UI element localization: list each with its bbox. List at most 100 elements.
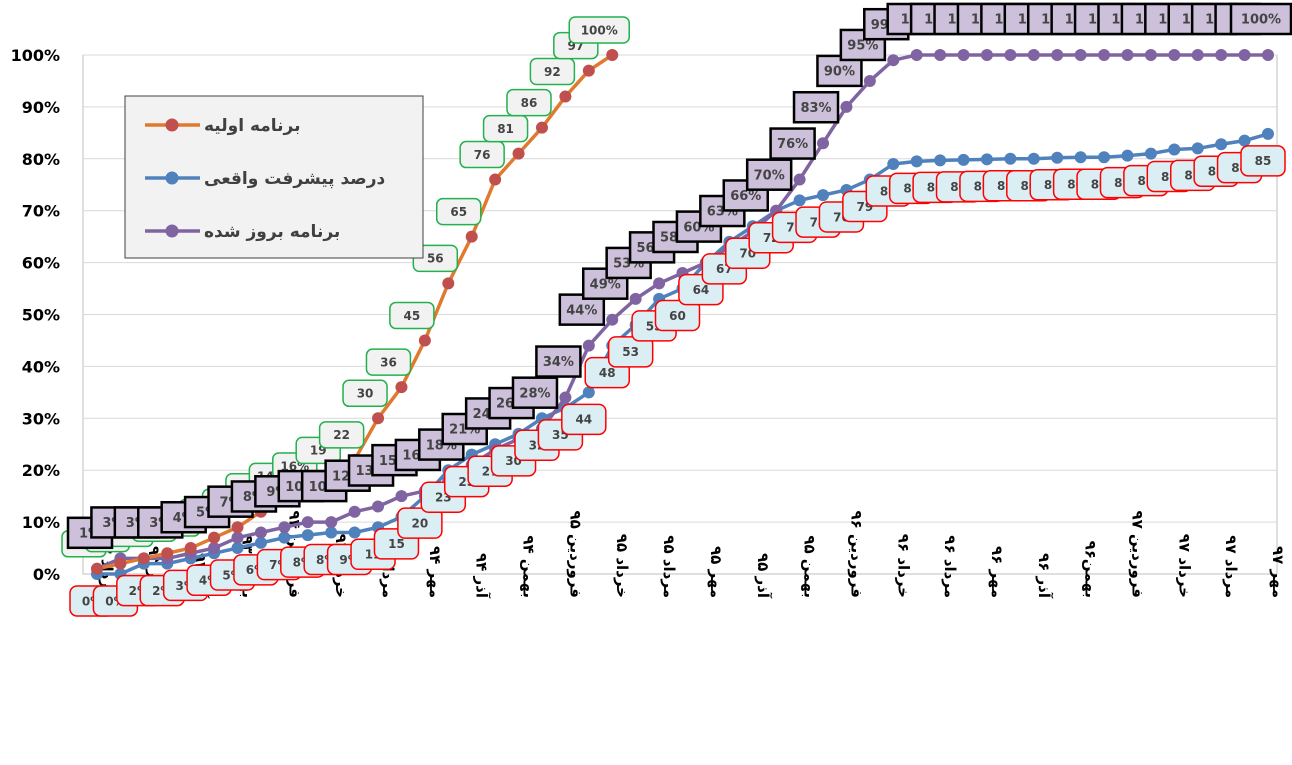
data-point xyxy=(184,542,197,555)
data-label-text: 85 xyxy=(1255,154,1272,168)
legend-swatch-marker xyxy=(165,171,179,185)
data-point xyxy=(1238,49,1251,61)
data-point xyxy=(1262,49,1274,61)
data-label: 86 xyxy=(506,88,552,117)
data-point xyxy=(957,153,970,166)
data-label: 76% xyxy=(769,127,816,160)
data-label-text: 86 xyxy=(521,96,538,110)
data-point xyxy=(559,90,572,103)
data-label-box xyxy=(435,197,482,226)
data-label-text: 90% xyxy=(824,65,855,80)
data-label-text: 53 xyxy=(622,345,639,359)
data-label: 45 xyxy=(389,301,435,330)
x-tick-label: مهر ۹۵ xyxy=(707,546,725,598)
data-label-text: 76 xyxy=(474,148,491,162)
data-label-box xyxy=(318,421,365,449)
data-point xyxy=(395,381,408,394)
data-label-box xyxy=(1229,2,1292,36)
data-label: 22 xyxy=(318,421,365,449)
data-label: 100% xyxy=(1229,2,1292,36)
data-label: 30 xyxy=(342,379,388,408)
data-point xyxy=(1074,151,1087,164)
data-label-text: 30 xyxy=(357,387,374,401)
data-label: 100% xyxy=(568,16,630,44)
data-point xyxy=(817,137,830,150)
data-point xyxy=(582,339,595,352)
data-label-box xyxy=(769,127,816,160)
data-label: 44 xyxy=(561,403,607,436)
x-tick-label: خرداد ۹۶ xyxy=(894,534,912,598)
data-label-box xyxy=(529,57,576,86)
data-label: 34% xyxy=(535,345,582,378)
data-point xyxy=(629,292,642,305)
x-tick-label: مهر ۹۶ xyxy=(988,546,1006,598)
data-label: 44% xyxy=(558,293,606,326)
data-point xyxy=(1051,49,1064,61)
data-point xyxy=(1027,152,1040,165)
data-label-text: 64 xyxy=(693,283,710,297)
data-label-box xyxy=(535,345,582,378)
data-point xyxy=(348,505,361,518)
data-point xyxy=(582,64,595,77)
data-point xyxy=(934,49,947,61)
data-point xyxy=(278,531,291,544)
data-label-box xyxy=(568,16,630,44)
data-label-box xyxy=(365,348,412,376)
data-point xyxy=(1168,143,1181,156)
data-label-text: 22 xyxy=(333,428,350,442)
data-point xyxy=(1051,151,1064,164)
y-tick-label: 0% xyxy=(33,565,60,584)
legend-label: برنامه اولیه xyxy=(204,116,301,136)
y-tick-label: 20% xyxy=(22,461,60,480)
data-point xyxy=(114,557,127,570)
data-point xyxy=(1215,138,1228,151)
x-tick-label: فروردین ۹۶ xyxy=(847,511,865,598)
data-point xyxy=(1168,49,1181,61)
data-point xyxy=(1027,49,1040,61)
data-point xyxy=(1144,147,1157,160)
data-label: 85 xyxy=(1240,145,1286,177)
data-label-text: 28% xyxy=(519,386,550,401)
data-point xyxy=(535,121,548,134)
data-point xyxy=(653,277,666,290)
data-label-text: 48 xyxy=(599,366,616,380)
data-label-box xyxy=(654,299,701,332)
x-tick-label: بهمن ۹۵ xyxy=(801,535,819,598)
data-label-text: 65 xyxy=(450,205,467,219)
data-label-box xyxy=(745,158,793,191)
x-tick-label: بهمن۹۶ xyxy=(1082,541,1100,598)
data-point xyxy=(582,386,595,399)
data-point xyxy=(1121,49,1134,61)
x-tick-label: خرداد ۹۵ xyxy=(613,534,631,598)
x-tick-label: مرداد ۹۵ xyxy=(660,535,678,598)
y-tick-label: 90% xyxy=(22,98,60,117)
x-tick-label: آذر ۹۴ xyxy=(473,553,491,599)
data-point xyxy=(559,391,572,404)
data-label: 92 xyxy=(529,57,576,86)
data-point xyxy=(793,173,806,186)
data-point xyxy=(301,529,314,542)
data-point xyxy=(1074,49,1087,61)
data-point xyxy=(910,49,923,61)
data-point xyxy=(418,334,431,347)
data-point xyxy=(1121,149,1134,162)
data-label-box xyxy=(792,90,840,124)
legend: برنامه اولیه درصد پیشرفت واقعی برنامه بروز… xyxy=(124,95,424,259)
data-point xyxy=(231,542,244,555)
data-point xyxy=(934,154,947,167)
data-label-text: 49% xyxy=(590,277,621,292)
data-label-text: 20 xyxy=(412,516,429,530)
legend-label: برنامه بروز شده xyxy=(204,222,340,242)
data-label-box xyxy=(511,376,559,409)
labels-series-1: 0% 0%2% 2% 3% 4% 5% 6% 7% 8% 8% 9% 1115202325273032… xyxy=(69,145,1286,617)
data-point xyxy=(1144,49,1157,61)
x-tick-label: مهر ۹۷ xyxy=(1269,546,1287,598)
data-point xyxy=(1238,134,1251,147)
data-point xyxy=(606,313,619,326)
data-point xyxy=(137,552,150,565)
data-label: 20 xyxy=(397,507,443,539)
data-point xyxy=(372,412,385,425)
data-label-text: 83% xyxy=(800,101,831,116)
data-point xyxy=(1098,49,1111,61)
